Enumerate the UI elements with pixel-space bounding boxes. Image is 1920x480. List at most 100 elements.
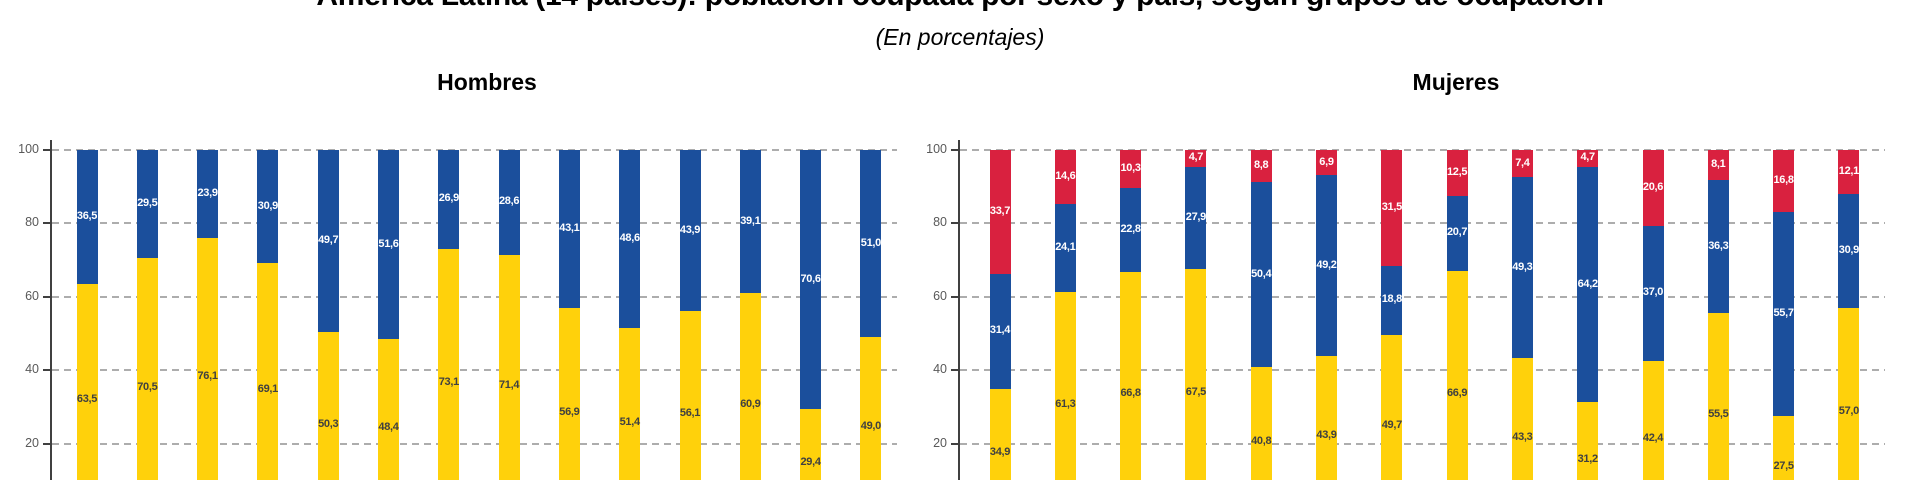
y-axis-label-60: 60: [933, 288, 947, 303]
value-label-9: 7,4: [1515, 156, 1530, 169]
value-label-12: 8,1: [1711, 158, 1726, 171]
bar-segment-yellow-bottom-segment-10: [1577, 402, 1599, 480]
value-label-14: 57,0: [1838, 405, 1860, 418]
value-label-12: 60,9: [740, 398, 761, 411]
value-label-2: 14,6: [1055, 169, 1076, 182]
value-label-5: 49,7: [318, 234, 339, 247]
bar-segment-blue-middle-segment-4: [1185, 166, 1207, 270]
y-axis-label-80: 80: [25, 215, 39, 230]
bar-segment-yellow-bottom-segment-5: [1250, 367, 1272, 480]
bar-segment-blue-top-segment-7: [438, 150, 460, 249]
bar-segment-blue-top-segment-1: [76, 150, 98, 284]
value-label-7: 73,1: [438, 375, 460, 388]
bar-segment-red-top-segment-1: [989, 150, 1011, 274]
gridline-20: [960, 442, 1885, 445]
value-label-6: 48,4: [378, 421, 399, 434]
bar-segment-yellow-bottom-segment-1: [989, 388, 1011, 480]
bar-segment-yellow-bottom-segment-14: [1838, 307, 1860, 480]
figure-title-cropped: América Latina (14 países): población oc…: [0, 0, 1920, 13]
bar-segment-red-top-segment-8: [1446, 149, 1468, 196]
bar-segment-blue-top-segment-5: [317, 150, 339, 333]
bar-segment-blue-top-segment-2: [136, 150, 158, 259]
value-label-13: 29,4: [800, 456, 821, 469]
value-label-5: 50,4: [1251, 267, 1272, 280]
bar-segment-blue-middle-segment-3: [1120, 188, 1142, 272]
y-axis-label-40: 40: [933, 362, 947, 377]
value-label-6: 6,9: [1319, 155, 1334, 168]
value-label-1: 36,5: [76, 209, 98, 222]
bar-segment-yellow-bottom-segment-2: [136, 258, 158, 480]
y-axis-tick-20: [951, 442, 960, 445]
bar-segment-red-top-segment-5: [1250, 150, 1272, 183]
value-label-2: 29,5: [137, 197, 158, 210]
bar-segment-red-top-segment-4: [1185, 149, 1207, 167]
bar-segment-blue-top-segment-9: [558, 150, 580, 309]
value-label-10: 64,2: [1577, 277, 1599, 290]
bar-segment-yellow-bottom-segment-12: [739, 293, 761, 480]
value-label-14: 51,0: [860, 236, 882, 249]
bar-segment-blue-middle-segment-8: [1446, 195, 1468, 272]
value-label-1: 63,5: [76, 393, 98, 406]
value-label-4: 30,9: [257, 199, 279, 212]
bar-segment-blue-middle-segment-5: [1250, 182, 1272, 368]
value-label-1: 31,4: [989, 324, 1011, 337]
bar-segment-yellow-bottom-segment-11: [1642, 361, 1664, 480]
bar-segment-yellow-bottom-segment-4: [257, 263, 279, 480]
chart-plot-mujeres: 20 40 60 80 100 34,9 31,4 33,7 61,3 24,1 14,6 66,8 2…: [926, 140, 1885, 480]
bar-segment-yellow-bottom-segment-2: [1054, 292, 1076, 480]
value-label-7: 49,7: [1381, 418, 1403, 431]
bar-segment-blue-middle-segment-13: [1773, 211, 1795, 417]
bar-segment-blue-top-segment-4: [257, 150, 279, 264]
y-axis-label-20: 20: [25, 435, 39, 450]
bar-segment-blue-middle-segment-11: [1642, 225, 1664, 362]
value-label-4: 67,5: [1185, 386, 1207, 399]
value-label-6: 43,9: [1316, 429, 1337, 442]
value-label-8: 28,6: [498, 195, 520, 208]
value-label-6: 49,2: [1316, 258, 1337, 271]
bar-segment-yellow-bottom-segment-12: [1707, 313, 1729, 480]
value-label-13: 27,5: [1773, 459, 1794, 472]
bar-segment-blue-top-segment-14: [860, 150, 882, 338]
bar-segment-red-top-segment-9: [1511, 150, 1533, 178]
bar-segment-blue-middle-segment-12: [1707, 180, 1729, 314]
value-label-3: 76,1: [197, 370, 218, 383]
value-label-11: 37,0: [1642, 286, 1664, 299]
y-axis-tick-100: [43, 149, 52, 151]
bar-segment-blue-top-segment-10: [619, 150, 641, 329]
value-label-9: 43,1: [559, 222, 580, 235]
bar-segment-yellow-bottom-segment-5: [317, 332, 339, 480]
value-label-8: 66,9: [1446, 387, 1468, 400]
bar-segment-red-top-segment-14: [1838, 150, 1860, 195]
value-label-11: 56,1: [679, 407, 701, 420]
value-label-5: 50,3: [318, 417, 339, 430]
value-label-11: 42,4: [1642, 432, 1664, 445]
value-label-4: 69,1: [257, 383, 279, 396]
bar-segment-blue-middle-segment-1: [989, 273, 1011, 389]
bar-segment-yellow-bottom-segment-3: [1120, 271, 1142, 480]
value-label-8: 71,4: [498, 378, 520, 391]
value-label-2: 24,1: [1055, 240, 1076, 253]
value-label-13: 70,6: [800, 272, 821, 285]
value-label-10: 51,4: [619, 415, 641, 428]
bar-segment-yellow-bottom-segment-9: [1511, 358, 1533, 480]
bar-segment-yellow-bottom-segment-13: [800, 409, 822, 480]
y-axis-line: [50, 140, 52, 480]
bar-segment-blue-top-segment-8: [498, 150, 520, 255]
bar-segment-yellow-bottom-segment-8: [498, 254, 520, 480]
bar-segment-blue-top-segment-12: [739, 150, 761, 294]
panel-title-mujeres: Mujeres: [1412, 69, 1500, 95]
gridline-100: [960, 149, 1885, 151]
bar-segment-yellow-bottom-segment-3: [197, 237, 219, 480]
bar-segment-blue-top-segment-6: [378, 150, 399, 340]
value-label-2: 61,3: [1055, 397, 1076, 410]
value-label-9: 49,3: [1512, 260, 1533, 273]
value-label-9: 56,9: [559, 405, 580, 418]
bar-segment-blue-middle-segment-6: [1316, 175, 1337, 356]
gridline-60: [52, 295, 897, 298]
y-axis-tick-80: [951, 222, 960, 225]
bar-segment-blue-top-segment-11: [679, 150, 701, 312]
value-label-1: 34,9: [989, 445, 1011, 458]
y-axis-tick-40: [43, 369, 52, 372]
y-axis-label-40: 40: [25, 362, 39, 377]
value-label-11: 43,9: [679, 223, 701, 236]
